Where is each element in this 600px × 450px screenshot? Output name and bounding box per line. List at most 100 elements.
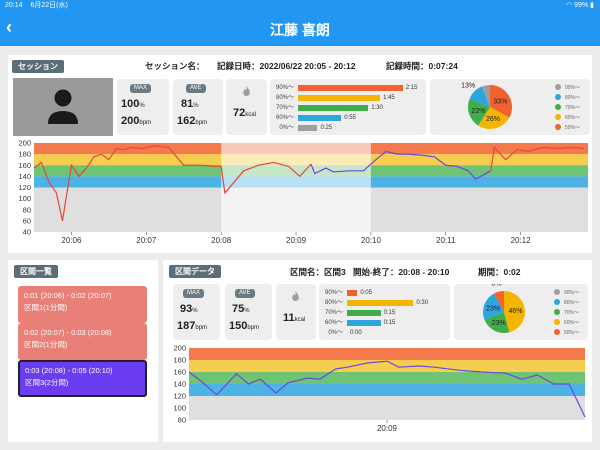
- legend-label: 90%〜: [565, 85, 580, 91]
- segment-data-tag: 区間データ: [169, 265, 221, 278]
- hr-line: [310, 150, 491, 180]
- y-tick-label: 160: [18, 161, 31, 170]
- legend-swatch: [555, 94, 561, 100]
- ave-pill: AVE: [235, 289, 255, 298]
- segment-zone-bar-list: 90%〜 0:05 80%〜 0:30 70%〜 0:15 60%〜 0:15 0%〜 0:00: [319, 288, 450, 338]
- session-duration: 記録時間：0:07:24: [386, 61, 458, 71]
- y-tick-label: 140: [173, 380, 186, 389]
- legend-swatch: [554, 299, 560, 305]
- segment-item-3[interactable]: 0:03 (20:08) - 0:05 (20:10) 区間3(2分間): [18, 360, 147, 397]
- segment-max-percent: 93: [180, 303, 193, 315]
- pie-slice: [490, 85, 512, 118]
- zone-bar: [347, 310, 381, 316]
- session-datetime: 記録日時：2022/06/22 20:05 - 20:12: [217, 61, 356, 71]
- pie-slice: [481, 85, 490, 107]
- pie-label: 8%: [491, 284, 501, 287]
- zone-bar: [298, 105, 369, 111]
- legend-label: 80%〜: [565, 95, 580, 101]
- y-tick-label: 120: [173, 392, 186, 401]
- zone-label: 90%〜: [325, 290, 344, 296]
- max-bpm: 200: [121, 115, 140, 127]
- legend-label: 80%〜: [564, 300, 579, 306]
- zone-bar-row: 0%〜 0:25: [270, 123, 426, 133]
- zone-band: [189, 348, 585, 360]
- app-bar: ‹ 江藤 喜朗: [0, 11, 600, 46]
- battery-icon: ▮: [590, 2, 594, 9]
- zone-time: 0:25: [320, 125, 333, 131]
- pie-label: 26%: [486, 116, 500, 123]
- y-tick-label: 200: [173, 344, 186, 353]
- avatar: [13, 78, 113, 136]
- flame-icon: [243, 86, 250, 96]
- kcal-value: 72: [233, 107, 246, 119]
- x-tick-label: 20:10: [361, 236, 382, 245]
- segment-item-time: 0:02 (20:07) - 0:03 (20:08): [24, 328, 112, 337]
- session-tag: セッション: [12, 60, 64, 73]
- segment-item-2[interactable]: 0:02 (20:07) - 0:03 (20:08) 区間2(1分間): [18, 323, 147, 360]
- hr-line: [220, 161, 312, 195]
- zone-label: 0%〜: [279, 125, 294, 131]
- max-percent: 100: [121, 98, 140, 110]
- zone-time: 1:45: [383, 95, 395, 101]
- legend-label: 70%〜: [565, 105, 580, 111]
- flame-icon: [292, 291, 299, 301]
- segment-zone-time-card: 90%〜 0:05 80%〜 0:30 70%〜 0:15 60%〜 0:15 0%〜 0:00: [319, 284, 450, 340]
- legend-swatch: [554, 289, 560, 295]
- zone-label: 70%〜: [276, 105, 295, 111]
- segment-item-label: 区間2(1分間): [24, 340, 68, 349]
- x-tick-label: 20:12: [511, 236, 532, 245]
- chevron-left-icon[interactable]: ‹: [6, 17, 12, 37]
- zone-band: [189, 360, 585, 372]
- y-tick-label: 180: [173, 356, 186, 365]
- legend-label: 60%〜: [565, 115, 580, 121]
- hr-line: [33, 145, 222, 222]
- selected-range-highlight: [221, 143, 371, 232]
- zone-bar: [298, 115, 342, 121]
- segment-item-1[interactable]: 0:01 (20:06) - 0:02 (20:07) 区間1(1分間): [18, 286, 147, 323]
- y-tick-label: 140: [18, 172, 31, 181]
- pie-slice: [469, 86, 490, 107]
- ave-bpm: 162: [177, 115, 196, 127]
- y-tick-label: 160: [173, 368, 186, 377]
- zone-bar: [347, 290, 358, 296]
- zone-label: 80%〜: [276, 95, 295, 101]
- hr-line: [490, 146, 585, 171]
- legend-swatch: [554, 329, 560, 335]
- zone-bar: [298, 95, 381, 101]
- segment-ave-bpm: 150: [229, 320, 248, 332]
- pie-label: 6%: [479, 79, 489, 81]
- legend-swatch: [555, 114, 561, 120]
- legend-swatch: [555, 124, 561, 130]
- kcal-card: 72kcal: [226, 79, 267, 135]
- zone-time: 0:05: [360, 290, 373, 296]
- zone-time: 0:15: [383, 310, 396, 316]
- legend-swatch: [555, 84, 561, 90]
- legend-swatch: [555, 104, 561, 110]
- segment-item-time: 0:03 (20:08) - 0:05 (20:10): [25, 366, 113, 375]
- page-title: 江藤 喜朗: [270, 22, 330, 38]
- x-tick-label: 20:11: [436, 236, 456, 245]
- zone-time: 0:15: [383, 320, 396, 326]
- segment-ave-card: AVE 75% 150bpm: [225, 284, 272, 340]
- zone-label: 70%〜: [325, 310, 344, 316]
- segment-max-bpm: 187: [177, 320, 196, 332]
- legend-label: 50%〜: [564, 330, 579, 336]
- zone-band: [189, 396, 585, 420]
- legend-label: 50%〜: [565, 125, 580, 131]
- legend-swatch: [554, 319, 560, 325]
- segment-range-label: 開始-終了：20:08 - 20:10: [353, 267, 450, 277]
- status-bar: 20:14 6月22日(水) ◠ 99% ▮: [0, 0, 600, 11]
- max-card: MAX 100% 200bpm: [117, 79, 169, 135]
- zone-bar-row: 80%〜 0:30: [319, 298, 450, 308]
- pie-label: 46%: [508, 308, 522, 315]
- session-panel: セッション セッション名： 記録日時：2022/06/22 20:05 - 20…: [8, 55, 592, 253]
- segment-item-label: 区間1(1分間): [24, 303, 68, 312]
- segment-kcal-value: 11: [283, 312, 295, 324]
- x-tick-label: 20:09: [377, 424, 398, 433]
- battery-level: 99%: [574, 2, 589, 9]
- zone-time: 1:30: [371, 105, 383, 111]
- zone-pie-card: 33% 26%22% 13% 6% 90%〜 80%〜 70%〜 60%〜 50%〜: [430, 74, 590, 135]
- legend-label: 60%〜: [564, 320, 579, 326]
- segment-period-label: 期間：0:02: [478, 267, 521, 277]
- y-tick-label: 100: [173, 404, 186, 413]
